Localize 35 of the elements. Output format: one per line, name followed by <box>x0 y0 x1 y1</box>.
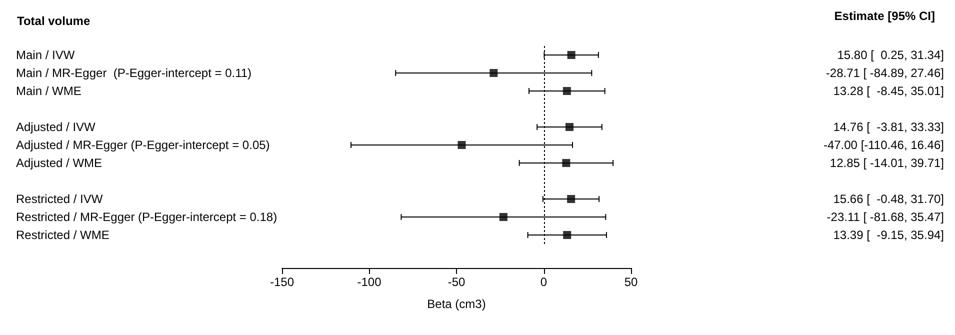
x-tick-label: -150 <box>270 275 294 289</box>
data-label: -47.00 [-110.46, 16.46] <box>823 138 944 152</box>
data-label: 13.28 [ -8.45, 35.01] <box>833 84 944 98</box>
point <box>567 51 576 59</box>
data-label: -23.11 [ -81.68, 35.47] <box>826 210 944 224</box>
point <box>458 141 466 149</box>
point <box>562 87 571 95</box>
x-axis-title: Beta (cm3) <box>427 297 486 311</box>
y-tick-label: Main / MR-Egger (P-Egger-intercept = 0.11) <box>16 66 252 80</box>
data-label: 13.39 [ -9.15, 35.94] <box>833 228 944 242</box>
x-tick-label: 50 <box>624 275 638 289</box>
data-label: 15.80 [ 0.25, 31.34] <box>837 48 944 62</box>
x-tick-label: -50 <box>448 275 466 289</box>
data-label: 14.76 [ -3.81, 33.33] <box>833 120 944 134</box>
point <box>499 213 508 221</box>
y-tick-label: Main / WME <box>16 84 82 98</box>
data-label: 12.85 [ -14.01, 39.71] <box>830 156 944 170</box>
y-tick-label: Restricted / MR-Egger (P-Egger-intercept = 0.18) <box>16 210 278 224</box>
y-tick-label: Restricted / WME <box>16 228 110 242</box>
text: Estimate [95% CI] <box>834 9 936 23</box>
y-tick-label: Restricted / IVW <box>16 192 104 206</box>
point <box>563 231 572 239</box>
y-tick-label: Adjusted / IVW <box>16 120 96 134</box>
x-tick-label: -100 <box>357 275 382 289</box>
point <box>490 69 498 77</box>
data-label: -28.71 [ -84.89, 27.46] <box>826 66 944 80</box>
point <box>562 159 570 167</box>
data-label: 15.66 [ -0.48, 31.70] <box>833 192 944 206</box>
text: Total volume <box>17 14 90 28</box>
y-tick-label: Adjusted / MR-Egger (P-Egger-intercept = 0.05) <box>16 138 270 152</box>
y-tick-label: Adjusted / WME <box>16 156 102 170</box>
point <box>566 123 574 131</box>
y-tick-label: Main / IVW <box>16 48 76 62</box>
point <box>567 195 576 203</box>
x-tick-label: 0 <box>540 275 548 289</box>
